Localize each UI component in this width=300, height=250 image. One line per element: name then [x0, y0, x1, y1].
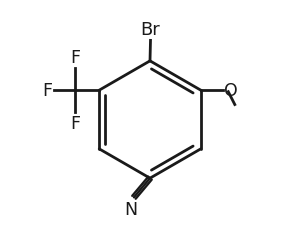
Text: F: F: [70, 115, 80, 132]
Text: O: O: [224, 82, 238, 100]
Text: N: N: [124, 201, 138, 218]
Text: Br: Br: [141, 21, 160, 39]
Text: F: F: [42, 82, 52, 100]
Text: F: F: [70, 49, 80, 67]
